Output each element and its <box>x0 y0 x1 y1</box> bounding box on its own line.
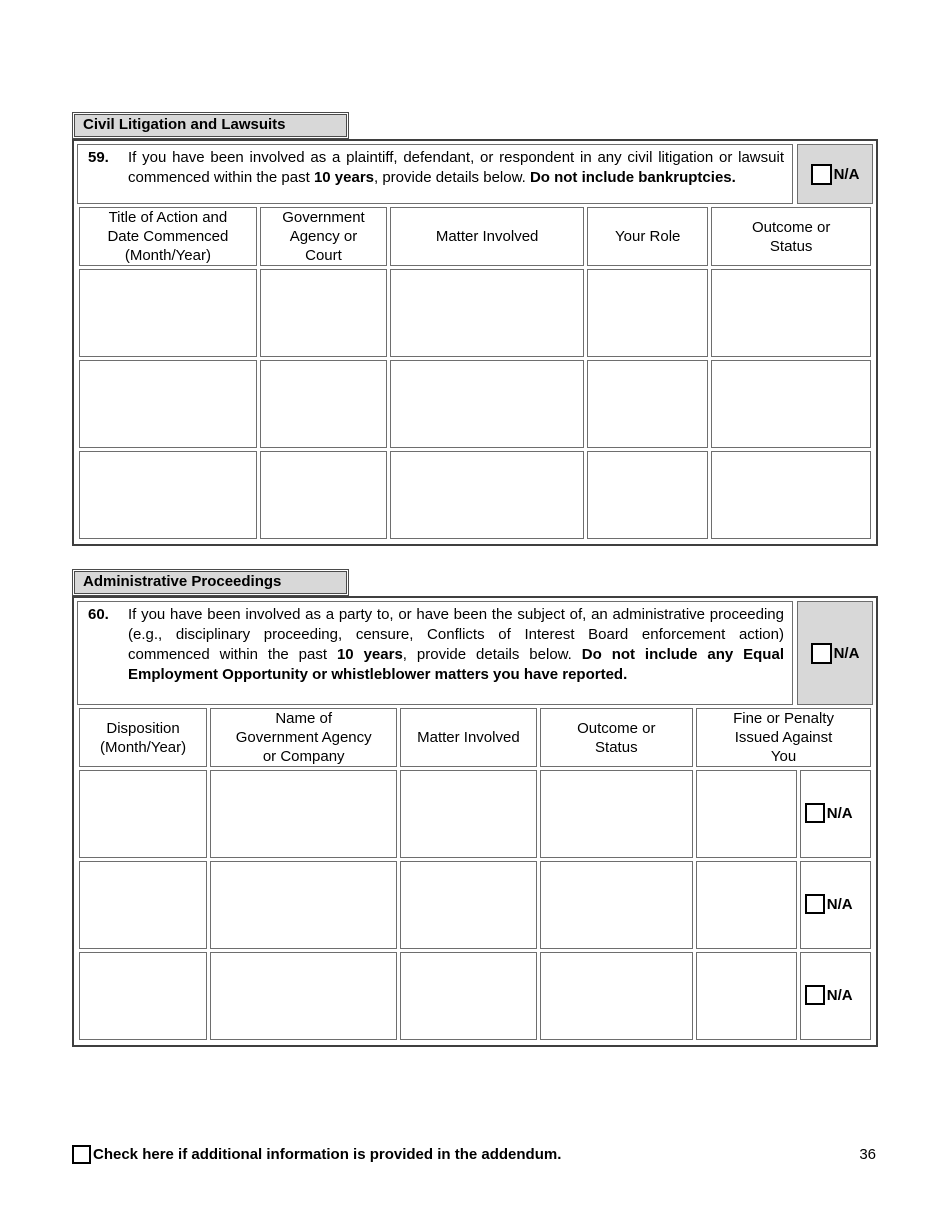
section-header-label: Civil Litigation and Lawsuits <box>74 114 347 137</box>
na-checkbox[interactable] <box>810 642 832 664</box>
input-cell[interactable] <box>696 770 797 858</box>
input-cell[interactable] <box>210 952 398 1040</box>
section-header-label: Administrative Proceedings <box>74 571 347 594</box>
question-text-bold: Do not include any Equal Employment Oppo… <box>128 646 784 683</box>
question-text-bold: 10 years <box>336 646 403 663</box>
addendum-label: Check here if additional information is … <box>93 1146 562 1163</box>
input-cell[interactable] <box>400 861 537 949</box>
table-row <box>79 451 871 539</box>
na-label: N/A <box>833 644 860 662</box>
column-header-government-agency: Government Agency or Court <box>259 207 388 266</box>
input-cell[interactable] <box>390 360 585 448</box>
na-checkbox[interactable] <box>804 894 825 914</box>
section-administrative-proceedings: Administrative Proceedings 60. If you ha… <box>72 569 878 1047</box>
table-row: N/A <box>79 770 871 858</box>
section-civil-litigation: Civil Litigation and Lawsuits 59. If you… <box>72 112 878 546</box>
header-row: Title of Action and Date Commenced (Month/… <box>79 207 871 266</box>
input-cell[interactable] <box>539 952 694 1040</box>
input-cell[interactable] <box>259 360 388 448</box>
input-cell[interactable] <box>390 451 585 539</box>
section-header-civil-litigation: Civil Litigation and Lawsuits <box>72 112 349 139</box>
input-cell[interactable] <box>79 861 208 949</box>
input-cell[interactable] <box>210 861 398 949</box>
input-cell[interactable] <box>539 770 694 858</box>
table-row: N/A <box>79 952 871 1040</box>
input-cell[interactable] <box>696 861 797 949</box>
civil-litigation-table: 59. If you have been involved as a plain… <box>72 139 878 546</box>
question-60: 60. If you have been involved as a party… <box>77 601 793 705</box>
question-60-row: 60. If you have been involved as a party… <box>77 601 873 705</box>
na-checkbox[interactable] <box>804 985 825 1005</box>
column-header-disposition: Disposition (Month/Year) <box>79 708 208 767</box>
question-59-row: 59. If you have been involved as a plain… <box>77 144 873 204</box>
section-header-administrative-proceedings: Administrative Proceedings <box>72 569 349 596</box>
row-na-cell: N/A <box>799 770 871 858</box>
question-number: 59. <box>88 149 109 166</box>
column-header-title-of-action: Title of Action and Date Commenced (Month/… <box>79 207 257 266</box>
column-header-your-role: Your Role <box>587 207 709 266</box>
input-cell[interactable] <box>390 269 585 357</box>
input-cell[interactable] <box>79 360 257 448</box>
input-cell[interactable] <box>711 451 871 539</box>
input-cell[interactable] <box>210 770 398 858</box>
na-checkbox[interactable] <box>804 803 825 823</box>
question-text: If you have been involved as a plaintiff… <box>128 148 786 200</box>
column-header-fine-or-penalty: Fine or Penalty Issued Against You <box>696 708 871 767</box>
question-number: 60. <box>88 606 109 623</box>
input-cell[interactable] <box>696 952 797 1040</box>
question-text-part: , provide details below. <box>374 169 530 186</box>
question-text-part: If you have been involved as a plaintiff… <box>128 149 784 186</box>
header-row: Disposition (Month/Year) Name of Governmen… <box>79 708 871 767</box>
addendum-checkbox[interactable] <box>72 1145 91 1164</box>
input-cell[interactable] <box>259 451 388 539</box>
page-number: 36 <box>859 1146 876 1163</box>
input-cell[interactable] <box>711 360 871 448</box>
input-cell[interactable] <box>400 770 537 858</box>
na-label: N/A <box>826 895 853 913</box>
row-na-cell: N/A <box>799 861 871 949</box>
civil-litigation-grid: Title of Action and Date Commenced (Month/… <box>76 204 874 542</box>
input-cell[interactable] <box>259 269 388 357</box>
question-59: 59. If you have been involved as a plain… <box>77 144 793 204</box>
question-text-part: If you have been involved as a party to,… <box>128 606 784 663</box>
question-60-na-cell: N/A <box>797 601 873 705</box>
table-row <box>79 360 871 448</box>
question-59-na-cell: N/A <box>797 144 873 204</box>
column-header-agency-or-company: Name of Government Agency or Company <box>210 708 398 767</box>
na-label: N/A <box>833 165 860 183</box>
input-cell[interactable] <box>79 770 208 858</box>
question-text-bold: Do not include bankruptcies. <box>529 169 736 186</box>
na-checkbox[interactable] <box>810 163 832 185</box>
input-cell[interactable] <box>79 269 257 357</box>
column-header-matter-involved: Matter Involved <box>390 207 585 266</box>
input-cell[interactable] <box>587 360 709 448</box>
input-cell[interactable] <box>400 952 537 1040</box>
table-row <box>79 269 871 357</box>
question-text-part: , provide details below. <box>402 646 582 663</box>
table-row: N/A <box>79 861 871 949</box>
administrative-proceedings-table: 60. If you have been involved as a party… <box>72 596 878 1047</box>
column-header-outcome-status: Outcome or Status <box>711 207 871 266</box>
input-cell[interactable] <box>79 952 208 1040</box>
input-cell[interactable] <box>79 451 257 539</box>
question-text-bold: 10 years <box>313 169 374 186</box>
question-text: If you have been involved as a party to,… <box>128 605 786 701</box>
input-cell[interactable] <box>711 269 871 357</box>
column-header-matter-involved: Matter Involved <box>400 708 537 767</box>
na-label: N/A <box>826 804 853 822</box>
input-cell[interactable] <box>587 451 709 539</box>
column-header-outcome-status: Outcome or Status <box>539 708 694 767</box>
na-label: N/A <box>826 986 853 1004</box>
input-cell[interactable] <box>587 269 709 357</box>
footer: Check here if additional information is … <box>72 1145 878 1164</box>
row-na-cell: N/A <box>799 952 871 1040</box>
input-cell[interactable] <box>539 861 694 949</box>
administrative-proceedings-grid: Disposition (Month/Year) Name of Governmen… <box>76 705 874 1043</box>
